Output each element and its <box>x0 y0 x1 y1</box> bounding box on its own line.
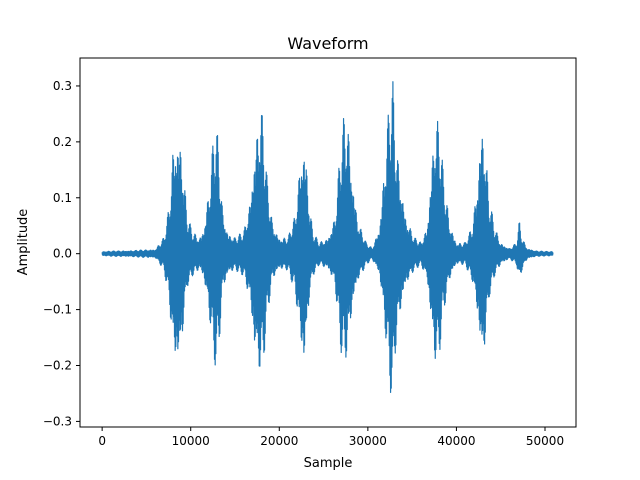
series-layer <box>101 81 554 393</box>
y-tick-label: 0.0 <box>53 247 72 261</box>
y-tick-label: −0.2 <box>43 359 72 373</box>
chart-title: Waveform <box>287 34 368 53</box>
x-tick-label: 10000 <box>172 434 210 448</box>
plot-area <box>79 57 577 428</box>
x-tick-label: 50000 <box>526 434 564 448</box>
y-tick-label: 0.1 <box>53 191 72 205</box>
y-axis-label: Amplitude <box>16 209 31 276</box>
y-tick-label: 0.3 <box>53 79 72 93</box>
x-axis-label: Sample <box>304 456 353 471</box>
axes-frame <box>79 57 577 428</box>
y-tick-label: −0.3 <box>43 414 72 428</box>
y-tick-label: 0.2 <box>53 135 72 149</box>
waveform-series-line <box>101 81 554 393</box>
x-tick-label: 40000 <box>437 434 475 448</box>
x-tick-label: 30000 <box>349 434 387 448</box>
y-axis: −0.3 −0.2 −0.1 0.0 0.1 0.2 0.3 <box>43 79 80 428</box>
x-axis: 0 10000 20000 30000 40000 50000 <box>98 427 564 448</box>
x-tick-label: 0 <box>98 434 106 448</box>
x-tick-label: 20000 <box>260 434 298 448</box>
y-tick-label: −0.1 <box>43 303 72 317</box>
